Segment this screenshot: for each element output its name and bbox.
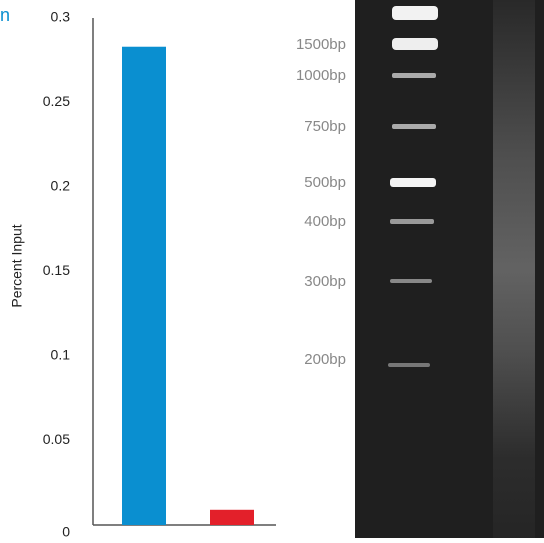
y-tick-label: 0.05 <box>43 431 70 447</box>
title-fragment: n <box>0 5 10 25</box>
ladder-band <box>392 38 438 50</box>
sample-lane <box>493 0 535 538</box>
ladder-label: 1000bp <box>296 67 346 84</box>
ladder-label: 500bp <box>304 174 346 191</box>
ladder-band <box>388 363 430 367</box>
y-axis-label: Percent Input <box>9 224 25 307</box>
y-tick-label: 0.15 <box>43 262 70 278</box>
ladder-band <box>392 6 438 20</box>
ladder-label: 750bp <box>304 118 346 135</box>
ladder-band <box>392 73 436 78</box>
bar <box>122 46 166 525</box>
ladder-band <box>390 219 434 224</box>
y-tick-label: 0 <box>62 524 70 538</box>
bar <box>210 509 254 525</box>
ladder-label: 1500bp <box>296 36 346 53</box>
y-tick-label: 0.3 <box>51 9 71 25</box>
ladder-band <box>390 279 432 283</box>
y-tick-label: 0.2 <box>51 178 71 194</box>
y-tick-label: 0.1 <box>51 347 71 363</box>
y-tick-label: 0.25 <box>43 93 70 109</box>
ladder-label: 400bp <box>304 213 346 230</box>
ladder-label: 300bp <box>304 273 346 290</box>
ladder <box>388 6 438 367</box>
ladder-label: 200bp <box>304 351 346 368</box>
ladder-band <box>392 124 436 129</box>
ladder-band <box>390 178 436 187</box>
